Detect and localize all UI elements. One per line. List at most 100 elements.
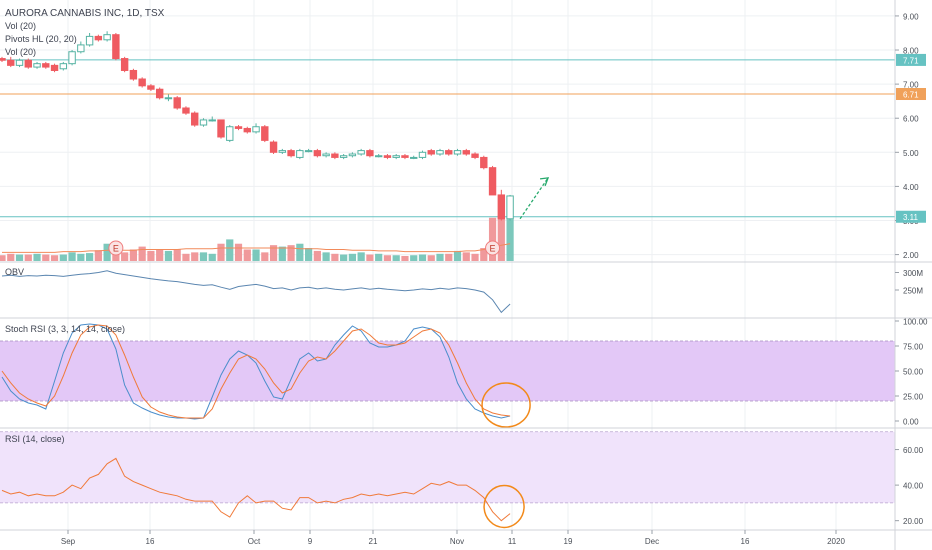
time-axis-label: 21 [369, 537, 378, 546]
volume-bar [0, 255, 6, 261]
volume-bar [86, 253, 94, 261]
stoch-axis-label: 50.00 [903, 368, 924, 377]
volume-bar [366, 254, 374, 261]
candle-body [506, 195, 514, 220]
volume-bar [436, 253, 444, 261]
candle-body [182, 107, 190, 114]
trend-arrow-head [539, 177, 550, 187]
volume-bar [287, 245, 295, 261]
volume-bar [471, 253, 479, 261]
candle-body [226, 126, 234, 141]
stoch-k-line [1, 323, 511, 420]
volume-bar [199, 252, 208, 261]
price-axis-label: 4.00 [903, 183, 919, 192]
candle-body [234, 126, 243, 129]
volume-bar [121, 252, 129, 261]
rsi-highlight-circle [483, 484, 525, 529]
candle-body [173, 97, 181, 109]
candle-body [383, 155, 392, 158]
stoch-highlight-circle [481, 382, 531, 428]
rsi-axis-label: 20.00 [903, 517, 924, 526]
volume-bar [480, 248, 488, 261]
volume-bar [68, 252, 76, 261]
candle-body [445, 150, 453, 155]
price-level-badge-label: 3.11 [903, 213, 919, 222]
candle-body [85, 35, 94, 46]
volume-bar [191, 252, 199, 261]
volume-bar [208, 253, 216, 261]
candle-body [24, 59, 32, 68]
candle-body [77, 44, 85, 53]
volume-bar [278, 246, 286, 261]
time-axis-label: Nov [450, 537, 464, 546]
candle-body [471, 153, 479, 158]
volume-bar [164, 250, 173, 261]
grid-lines [0, 0, 895, 530]
candle-body [120, 58, 129, 71]
time-axis-label: Dec [645, 537, 659, 546]
candle-body [410, 156, 418, 159]
candle-body [322, 153, 330, 157]
stoch-band [0, 341, 895, 401]
volume-bar [340, 254, 348, 261]
candle-body [366, 150, 374, 157]
volume-bar [392, 255, 400, 261]
volume-bar [103, 243, 111, 261]
indicator-legend-label: Pivots HL (20, 20) [5, 34, 77, 44]
volume-bar [383, 255, 392, 261]
candle-body [68, 51, 76, 65]
rsi-line [1, 457, 511, 522]
volume-bar [77, 253, 85, 261]
volume-bar [243, 249, 251, 261]
price-level-badge [896, 53, 926, 66]
candle-body [208, 119, 216, 122]
candle-body [103, 34, 111, 41]
price-axis-label: 7.00 [903, 81, 919, 90]
volume-bar [497, 214, 505, 261]
volume-bar [357, 252, 365, 261]
candle-body [129, 69, 138, 80]
volume-bar [269, 245, 278, 261]
candle-body [217, 119, 225, 138]
price-axis-label: 2.00 [903, 251, 919, 260]
candle-body [497, 194, 506, 220]
candle-body [15, 59, 24, 66]
rsi-band [0, 431, 895, 503]
candle-body [313, 150, 322, 157]
candle-body [287, 150, 295, 157]
volume-bar [33, 253, 41, 261]
candle-body [42, 63, 50, 68]
volume-bar [15, 254, 24, 261]
time-axis-label: Sep [61, 537, 76, 546]
price-level-badge-label: 7.71 [903, 56, 919, 65]
time-axis-label: 9 [308, 537, 313, 546]
candle-body [191, 112, 199, 126]
indicator-legend-label: Vol (20) [5, 21, 36, 31]
price-candles[interactable] [0, 31, 514, 221]
candle-body [453, 150, 462, 155]
candle-body [278, 150, 287, 153]
volume-bar [7, 253, 15, 261]
obv-axis-label: 250M [903, 287, 923, 296]
earnings-marker [485, 240, 501, 256]
rsi-panel-label: RSI (14, close) [5, 434, 65, 444]
volume-bar [488, 217, 497, 261]
price-level-badge-label: 6.71 [903, 91, 919, 100]
chart-title: AURORA CANNABIS INC, 1D, TSX [5, 8, 165, 19]
volume-bar [156, 249, 164, 261]
earnings-marker-label: E [113, 244, 119, 254]
volume-bars [0, 214, 514, 261]
stoch-d-line [1, 324, 511, 419]
volume-bar [94, 250, 102, 261]
indicator-bands [0, 340, 895, 504]
time-axis-label: 11 [508, 537, 517, 546]
price-axis: 9.008.007.006.005.004.003.002.007.716.71… [895, 12, 928, 526]
volume-ma-line [2, 243, 511, 253]
volume-bar [410, 255, 418, 261]
candle-body [296, 150, 304, 158]
volume-bar [375, 253, 383, 261]
time-axis-label: Oct [248, 537, 261, 546]
volume-bar [226, 239, 234, 261]
